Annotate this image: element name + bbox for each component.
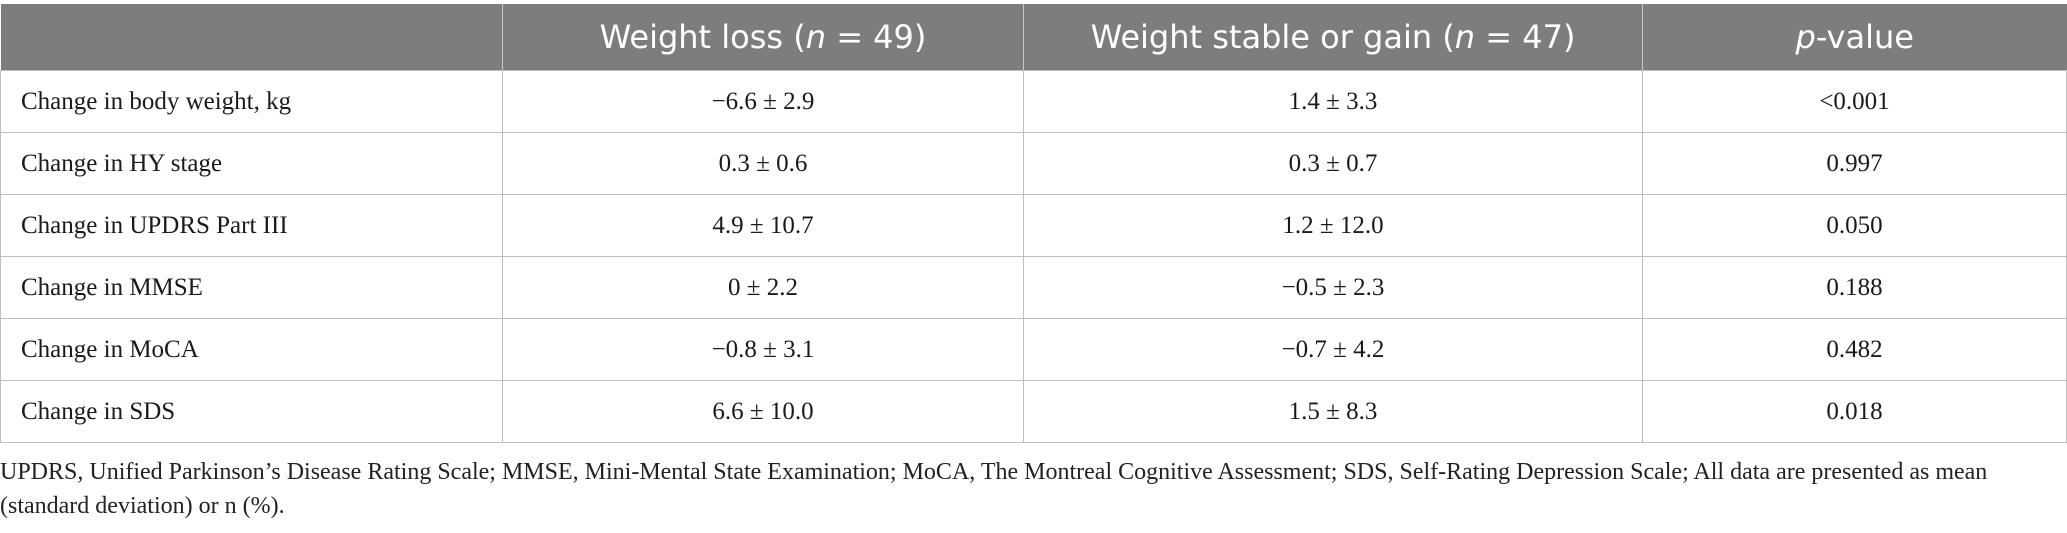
table-header: Weight loss (n = 49) Weight stable or ga… (0, 4, 2067, 71)
header-weight-loss: Weight loss (n = 49) (502, 4, 1024, 71)
table-row: Change in MMSE 0 ± 2.2 −0.5 ± 2.3 0.188 (0, 256, 2067, 319)
weight-stable-value: 0.3 ± 0.7 (1023, 132, 1643, 195)
header-weight-loss-n: n (805, 18, 827, 56)
table-body: Change in body weight, kg −6.6 ± 2.9 1.4… (0, 70, 2067, 443)
table-row: Change in SDS 6.6 ± 10.0 1.5 ± 8.3 0.018 (0, 380, 2067, 443)
header-p-value-p: p (1795, 18, 1816, 56)
table-row: Change in UPDRS Part III 4.9 ± 10.7 1.2 … (0, 194, 2067, 257)
header-p-value-post: -value (1815, 18, 1914, 56)
row-label: Change in MMSE (0, 256, 503, 319)
header-weight-stable: Weight stable or gain (n = 47) (1023, 4, 1643, 71)
weight-stable-value: −0.5 ± 2.3 (1023, 256, 1643, 319)
weight-loss-value: 6.6 ± 10.0 (502, 380, 1024, 443)
header-weight-stable-n: n (1454, 18, 1476, 56)
weight-stable-value: 1.5 ± 8.3 (1023, 380, 1643, 443)
p-value: 0.050 (1642, 194, 2067, 257)
table-row: Change in body weight, kg −6.6 ± 2.9 1.4… (0, 70, 2067, 133)
table-footnote: UPDRS, Unified Parkinson’s Disease Ratin… (0, 459, 1988, 519)
p-value: 0.018 (1642, 380, 2067, 443)
header-weight-stable-pre: Weight stable or gain ( (1090, 18, 1455, 56)
p-value: 0.482 (1642, 318, 2067, 381)
weight-stable-value: 1.4 ± 3.3 (1023, 70, 1643, 133)
header-weight-stable-post: = 47) (1475, 18, 1576, 56)
row-label: Change in body weight, kg (0, 70, 503, 133)
row-label: Change in SDS (0, 380, 503, 443)
weight-loss-value: 0 ± 2.2 (502, 256, 1024, 319)
header-empty-cell (0, 4, 503, 71)
weight-stable-value: 1.2 ± 12.0 (1023, 194, 1643, 257)
weight-loss-value: −0.8 ± 3.1 (502, 318, 1024, 381)
header-row: Weight loss (n = 49) Weight stable or ga… (0, 4, 2067, 71)
table-row: Change in HY stage 0.3 ± 0.6 0.3 ± 0.7 0… (0, 132, 2067, 195)
row-label: Change in MoCA (0, 318, 503, 381)
p-value: <0.001 (1642, 70, 2067, 133)
row-label: Change in UPDRS Part III (0, 194, 503, 257)
p-value: 0.188 (1642, 256, 2067, 319)
weight-loss-value: 4.9 ± 10.7 (502, 194, 1024, 257)
results-table-container: Weight loss (n = 49) Weight stable or ga… (0, 4, 2067, 443)
table-row: Change in MoCA −0.8 ± 3.1 −0.7 ± 4.2 0.4… (0, 318, 2067, 381)
row-label: Change in HY stage (0, 132, 503, 195)
p-value: 0.997 (1642, 132, 2067, 195)
header-weight-loss-pre: Weight loss ( (599, 18, 806, 56)
weight-loss-value: 0.3 ± 0.6 (502, 132, 1024, 195)
header-p-value: p-value (1642, 4, 2067, 71)
weight-stable-value: −0.7 ± 4.2 (1023, 318, 1643, 381)
header-weight-loss-post: = 49) (826, 18, 927, 56)
weight-loss-value: −6.6 ± 2.9 (502, 70, 1024, 133)
results-table: Weight loss (n = 49) Weight stable or ga… (0, 4, 2067, 443)
